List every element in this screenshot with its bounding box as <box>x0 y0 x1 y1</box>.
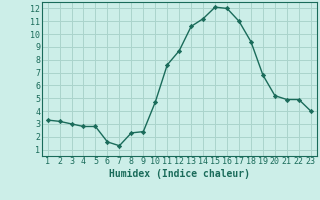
X-axis label: Humidex (Indice chaleur): Humidex (Indice chaleur) <box>109 169 250 179</box>
